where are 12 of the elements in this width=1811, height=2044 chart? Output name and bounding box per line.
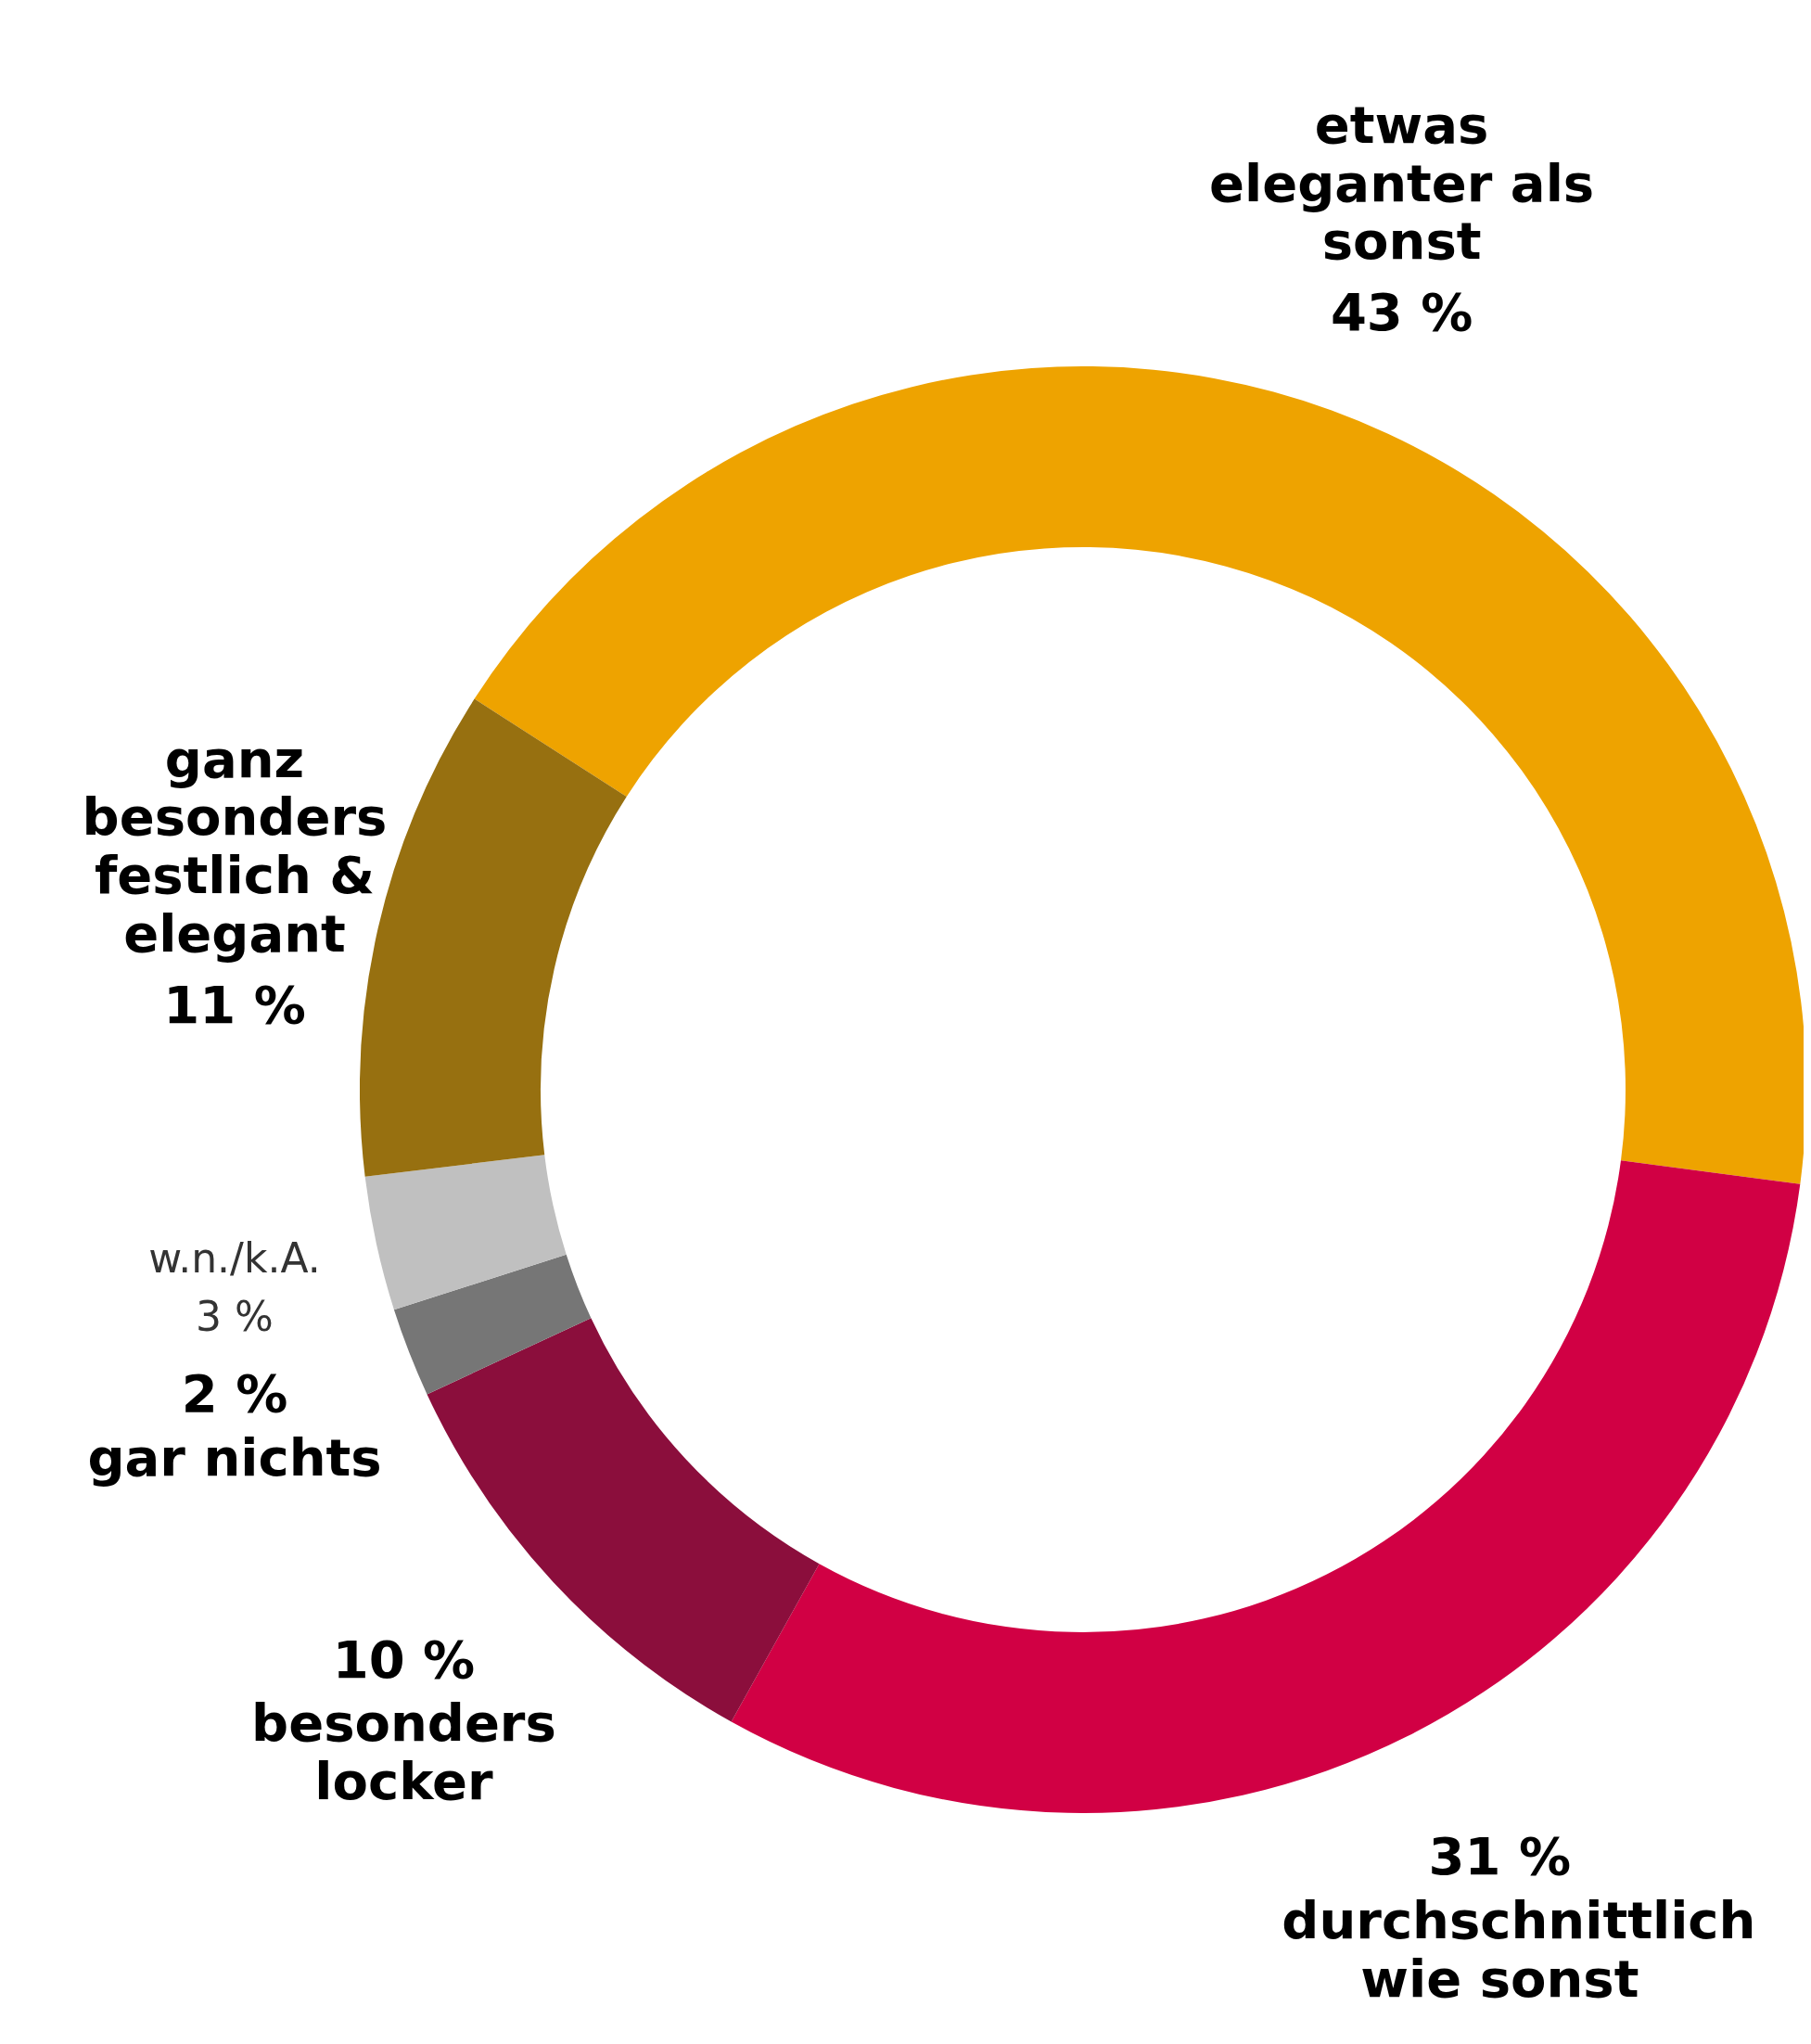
data-label: 31 % — [1427, 1826, 1573, 1887]
slice-label: etwas eleganter als sonst — [1208, 94, 1596, 271]
slice-label: durchschnittlich wie sonst — [1282, 1890, 1756, 2009]
data-label: 43 % — [1329, 281, 1474, 342]
data-label: 11 % — [162, 974, 307, 1035]
slice-label: besonders locker — [250, 1693, 557, 1812]
data-label: 3 % — [195, 1293, 274, 1341]
slice-label: ganz besonders festlich & elegant — [81, 728, 389, 965]
slice-label: w.n./k.A. — [147, 1233, 322, 1282]
slice-label: gar nichts — [86, 1427, 383, 1488]
data-label: 2 % — [180, 1363, 289, 1424]
data-label: 10 % — [331, 1629, 477, 1690]
